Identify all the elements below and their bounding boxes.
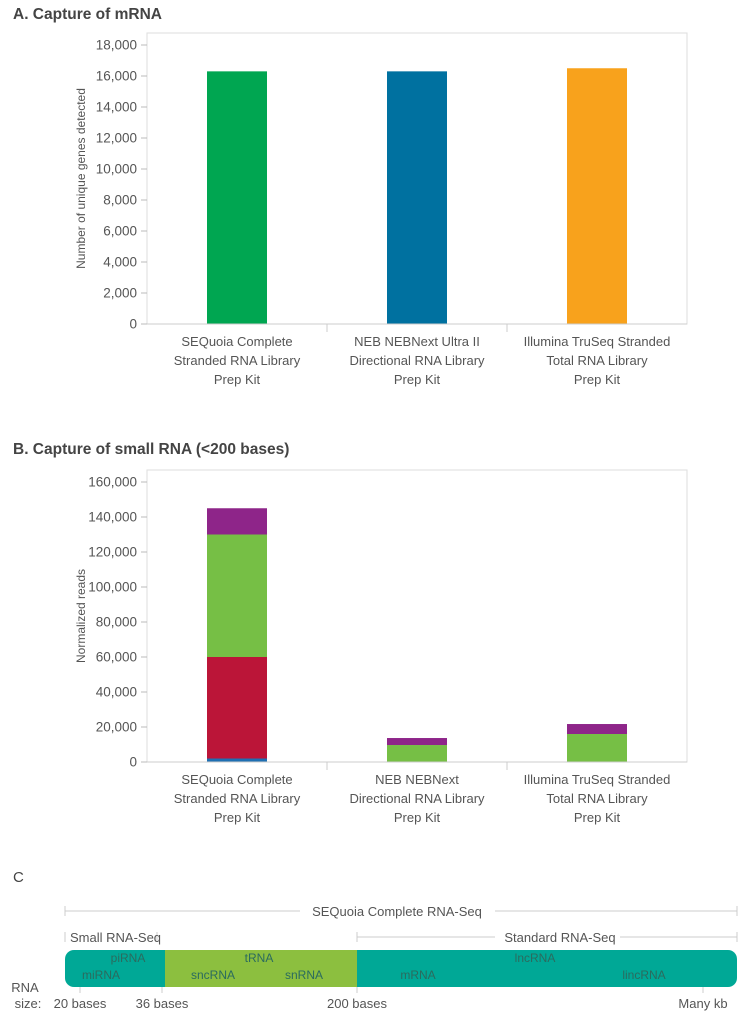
rna-type-label: piRNA bbox=[111, 951, 146, 965]
y-tick-label: 16,000 bbox=[96, 69, 137, 84]
y-tick-label: 100,000 bbox=[88, 580, 137, 595]
x-tick-label: Total RNA Library bbox=[546, 353, 648, 368]
x-tick-label: SEQuoia Complete bbox=[181, 334, 292, 349]
size-tick-label: 200 bases bbox=[327, 996, 387, 1011]
y-tick-label: 18,000 bbox=[96, 38, 137, 53]
panel-c-title: C bbox=[13, 869, 24, 886]
x-tick-label: NEB NEBNext Ultra II bbox=[354, 334, 480, 349]
x-tick-label: Directional RNA Library bbox=[349, 353, 485, 368]
y-axis-label: Normalized reads bbox=[74, 569, 88, 663]
y-tick-label: 60,000 bbox=[96, 650, 137, 665]
size-tick-label: 20 bases bbox=[54, 996, 107, 1011]
y-tick-label: 10,000 bbox=[96, 162, 137, 177]
rna-type-label: lncRNA bbox=[515, 951, 556, 965]
bar bbox=[387, 71, 447, 324]
size-tick-label: 36 bases bbox=[136, 996, 189, 1011]
x-tick-label: Stranded RNA Library bbox=[174, 791, 301, 806]
rna-type-label: sncRNA bbox=[191, 968, 235, 982]
rna-size-label: RNA bbox=[11, 980, 39, 995]
standard-rna-seq-label: Standard RNA-Seq bbox=[504, 930, 615, 945]
segment-standard bbox=[347, 950, 737, 987]
bar bbox=[567, 68, 627, 324]
y-tick-label: 8,000 bbox=[103, 193, 137, 208]
y-tick-label: 2,000 bbox=[103, 286, 137, 301]
bar bbox=[207, 71, 267, 324]
chart-a: 0 2,000 4,000 6,000 8,000 10,000 12,000 14,000 1… bbox=[74, 32, 688, 387]
overall-label: SEQuoia Complete RNA-Seq bbox=[312, 904, 482, 919]
x-tick-label: Prep Kit bbox=[214, 372, 261, 387]
x-tick-label: Prep Kit bbox=[214, 810, 261, 825]
bar-segment bbox=[387, 745, 447, 762]
segment-small bbox=[65, 950, 175, 987]
x-tick-label: NEB NEBNext bbox=[375, 772, 459, 787]
panel-a-title: A. Capture of mRNA bbox=[13, 6, 162, 23]
x-tick-label: Illumina TruSeq Stranded bbox=[524, 772, 671, 787]
y-tick-label: 120,000 bbox=[88, 545, 137, 560]
y-tick-label: 14,000 bbox=[96, 100, 137, 115]
rna-size-label: size: bbox=[15, 996, 42, 1011]
rna-type-label: tRNA bbox=[245, 951, 274, 965]
x-tick-label: SEQuoia Complete bbox=[181, 772, 292, 787]
x-tick-label: Prep Kit bbox=[394, 810, 441, 825]
y-tick-label: 20,000 bbox=[96, 720, 137, 735]
bar-segment bbox=[207, 758, 267, 762]
y-tick-label: 4,000 bbox=[103, 255, 137, 270]
y-tick-label: 0 bbox=[129, 755, 137, 770]
bar-segment bbox=[207, 657, 267, 759]
y-tick-label: 80,000 bbox=[96, 615, 137, 630]
y-tick-label: 160,000 bbox=[88, 475, 137, 490]
x-tick-label: Prep Kit bbox=[574, 810, 621, 825]
x-tick-label: Stranded RNA Library bbox=[174, 353, 301, 368]
y-axis-label: Number of unique genes detected bbox=[74, 88, 88, 269]
rna-type-label: mRNA bbox=[400, 968, 435, 982]
segment-mid bbox=[165, 950, 357, 987]
bar-segment bbox=[207, 534, 267, 657]
panel-b-title: B. Capture of small RNA (<200 bases) bbox=[13, 441, 290, 458]
x-tick-label: Prep Kit bbox=[394, 372, 441, 387]
small-rna-seq-label: Small RNA-Seq bbox=[70, 930, 161, 945]
x-tick-label: Prep Kit bbox=[574, 372, 621, 387]
size-tick-label: Many kb bbox=[678, 996, 727, 1011]
rna-type-label: lincRNA bbox=[622, 968, 665, 982]
y-tick-label: 40,000 bbox=[96, 685, 137, 700]
x-tick-label: Illumina TruSeq Stranded bbox=[524, 334, 671, 349]
y-tick-label: 6,000 bbox=[103, 224, 137, 239]
y-tick-label: 12,000 bbox=[96, 131, 137, 146]
bar-segment bbox=[567, 734, 627, 762]
y-tick-label: 0 bbox=[129, 317, 137, 332]
y-tick-label: 140,000 bbox=[88, 510, 137, 525]
chart-b: 0 20,000 40,000 60,000 80,000 100,000 120,000 1… bbox=[74, 469, 688, 825]
bar-segment bbox=[567, 724, 627, 734]
x-tick-label: Directional RNA Library bbox=[349, 791, 485, 806]
bar-segment bbox=[207, 508, 267, 535]
rna-type-label: snRNA bbox=[285, 968, 323, 982]
x-tick-label: Total RNA Library bbox=[546, 791, 648, 806]
bar-segment bbox=[387, 738, 447, 746]
rna-type-label: miRNA bbox=[82, 968, 120, 982]
